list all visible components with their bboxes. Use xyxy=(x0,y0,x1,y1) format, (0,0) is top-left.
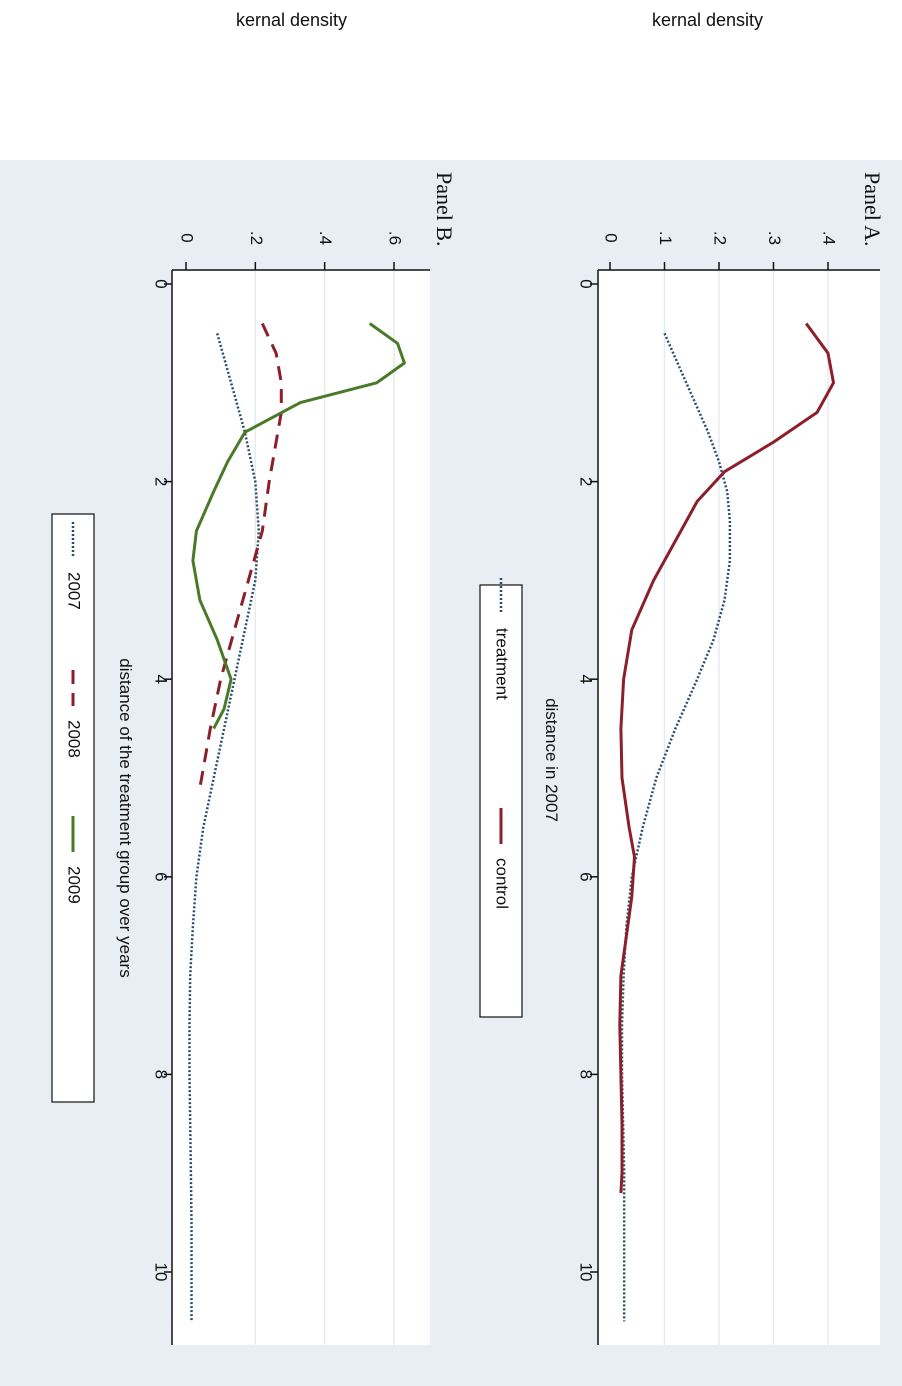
panel-b-legend-label: 2008 xyxy=(65,720,84,758)
panel-b-series-2007 xyxy=(188,333,261,1322)
panel-a-legend-label: treatment xyxy=(493,628,512,700)
panel-b-x-tick-label: 10 xyxy=(152,1263,171,1282)
panel-a-x-tick-label: 8 xyxy=(577,1070,596,1079)
panel-a-x-tick-label: 10 xyxy=(577,1263,596,1282)
panel-a-y-tick-label: .1 xyxy=(656,231,675,245)
panel-b-xlabel: distance of the treatment group over yea… xyxy=(116,658,135,977)
panel-b-series-2008 xyxy=(198,322,283,789)
panel-b-x-tick-label: 2 xyxy=(152,477,171,486)
panel-a-x-tick-label: 6 xyxy=(577,872,596,881)
panel-a-y-tick-label: 0 xyxy=(602,233,621,242)
panel-a-y-tick-label: .3 xyxy=(765,231,784,245)
panel-b-series-2009 xyxy=(191,322,406,730)
panel-b-y-tick-label: .4 xyxy=(316,231,335,245)
panel-a-series-control xyxy=(618,322,835,1194)
panel-a-x-tick-label: 0 xyxy=(577,279,596,288)
panel-b-legend-label: 2009 xyxy=(65,866,84,904)
panel-a-y-tick-label: .2 xyxy=(711,231,730,245)
panel-a-legend-label: control xyxy=(493,858,512,909)
panel-b-x-tick-label: 8 xyxy=(152,1070,171,1079)
panel-a-ylabel: kernal density xyxy=(652,10,764,30)
panel-a-xlabel: distance in 2007 xyxy=(542,698,561,822)
panel-b-title: Panel B. xyxy=(432,172,457,247)
panel-a-title: Panel A. xyxy=(860,172,885,247)
panel-b-y-tick-label: .2 xyxy=(247,231,266,245)
panel-b-legend-label: 2007 xyxy=(65,572,84,610)
panel-b-x-tick-label: 0 xyxy=(152,279,171,288)
panel-a-x-tick-label: 2 xyxy=(577,477,596,486)
panel-a-x-tick-label: 4 xyxy=(577,674,596,683)
panel-b-x-tick-label: 4 xyxy=(152,674,171,683)
panel-a-plot-area xyxy=(598,270,880,1345)
panel-b-ylabel: kernal density xyxy=(236,10,348,30)
panel-b-plot-area xyxy=(172,270,430,1345)
panel-b-y-tick-label: 0 xyxy=(178,233,197,242)
panel-b-y-tick-label: .6 xyxy=(386,231,405,245)
panel-b-legend xyxy=(51,513,95,1103)
panel-a-legend xyxy=(479,584,523,1018)
panel-b-x-tick-label: 6 xyxy=(152,872,171,881)
panel-a-series-treatment xyxy=(620,332,732,1322)
panel-a-y-tick-label: .4 xyxy=(820,231,839,245)
